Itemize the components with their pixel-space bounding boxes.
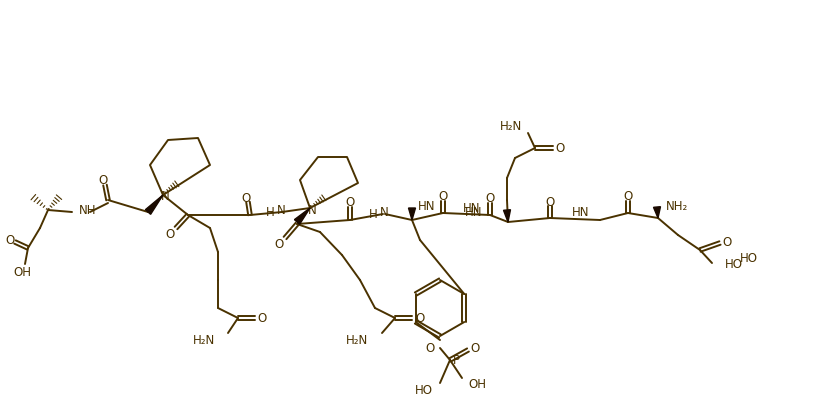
Text: O: O bbox=[5, 234, 14, 247]
Text: HO: HO bbox=[415, 383, 433, 396]
Text: H₂N: H₂N bbox=[346, 333, 368, 346]
Text: P: P bbox=[453, 354, 460, 368]
Text: O: O bbox=[555, 142, 565, 155]
Text: O: O bbox=[623, 191, 633, 204]
Text: O: O bbox=[545, 195, 555, 208]
Polygon shape bbox=[503, 210, 510, 222]
Text: O: O bbox=[258, 312, 267, 325]
Text: O: O bbox=[98, 173, 107, 186]
Text: OH: OH bbox=[13, 265, 31, 278]
Text: NH: NH bbox=[79, 204, 96, 216]
Text: N: N bbox=[308, 204, 316, 216]
Text: O: O bbox=[242, 192, 251, 205]
Text: O: O bbox=[486, 192, 495, 205]
Text: OH: OH bbox=[468, 378, 486, 391]
Text: HN: HN bbox=[465, 205, 482, 218]
Polygon shape bbox=[145, 195, 163, 214]
Text: O: O bbox=[425, 341, 435, 354]
Text: O: O bbox=[471, 341, 480, 354]
Text: O: O bbox=[346, 197, 355, 210]
Text: N: N bbox=[160, 191, 169, 204]
Text: N: N bbox=[380, 205, 388, 218]
Text: O: O bbox=[438, 191, 448, 204]
Text: O: O bbox=[415, 312, 425, 325]
Text: H: H bbox=[266, 205, 274, 218]
Text: HO: HO bbox=[725, 258, 743, 271]
Text: H: H bbox=[368, 207, 378, 220]
Polygon shape bbox=[409, 208, 415, 220]
Text: HN: HN bbox=[463, 202, 481, 215]
Text: HN: HN bbox=[418, 200, 435, 213]
Text: O: O bbox=[274, 237, 284, 250]
Polygon shape bbox=[294, 208, 310, 224]
Text: O: O bbox=[165, 228, 175, 241]
Text: HO: HO bbox=[740, 252, 758, 265]
Text: NH₂: NH₂ bbox=[666, 200, 688, 213]
Polygon shape bbox=[654, 207, 660, 218]
Text: HN: HN bbox=[572, 207, 590, 220]
Text: N: N bbox=[277, 204, 286, 216]
Text: O: O bbox=[722, 236, 732, 249]
Text: H₂N: H₂N bbox=[193, 333, 215, 346]
Text: H₂N: H₂N bbox=[500, 121, 522, 134]
